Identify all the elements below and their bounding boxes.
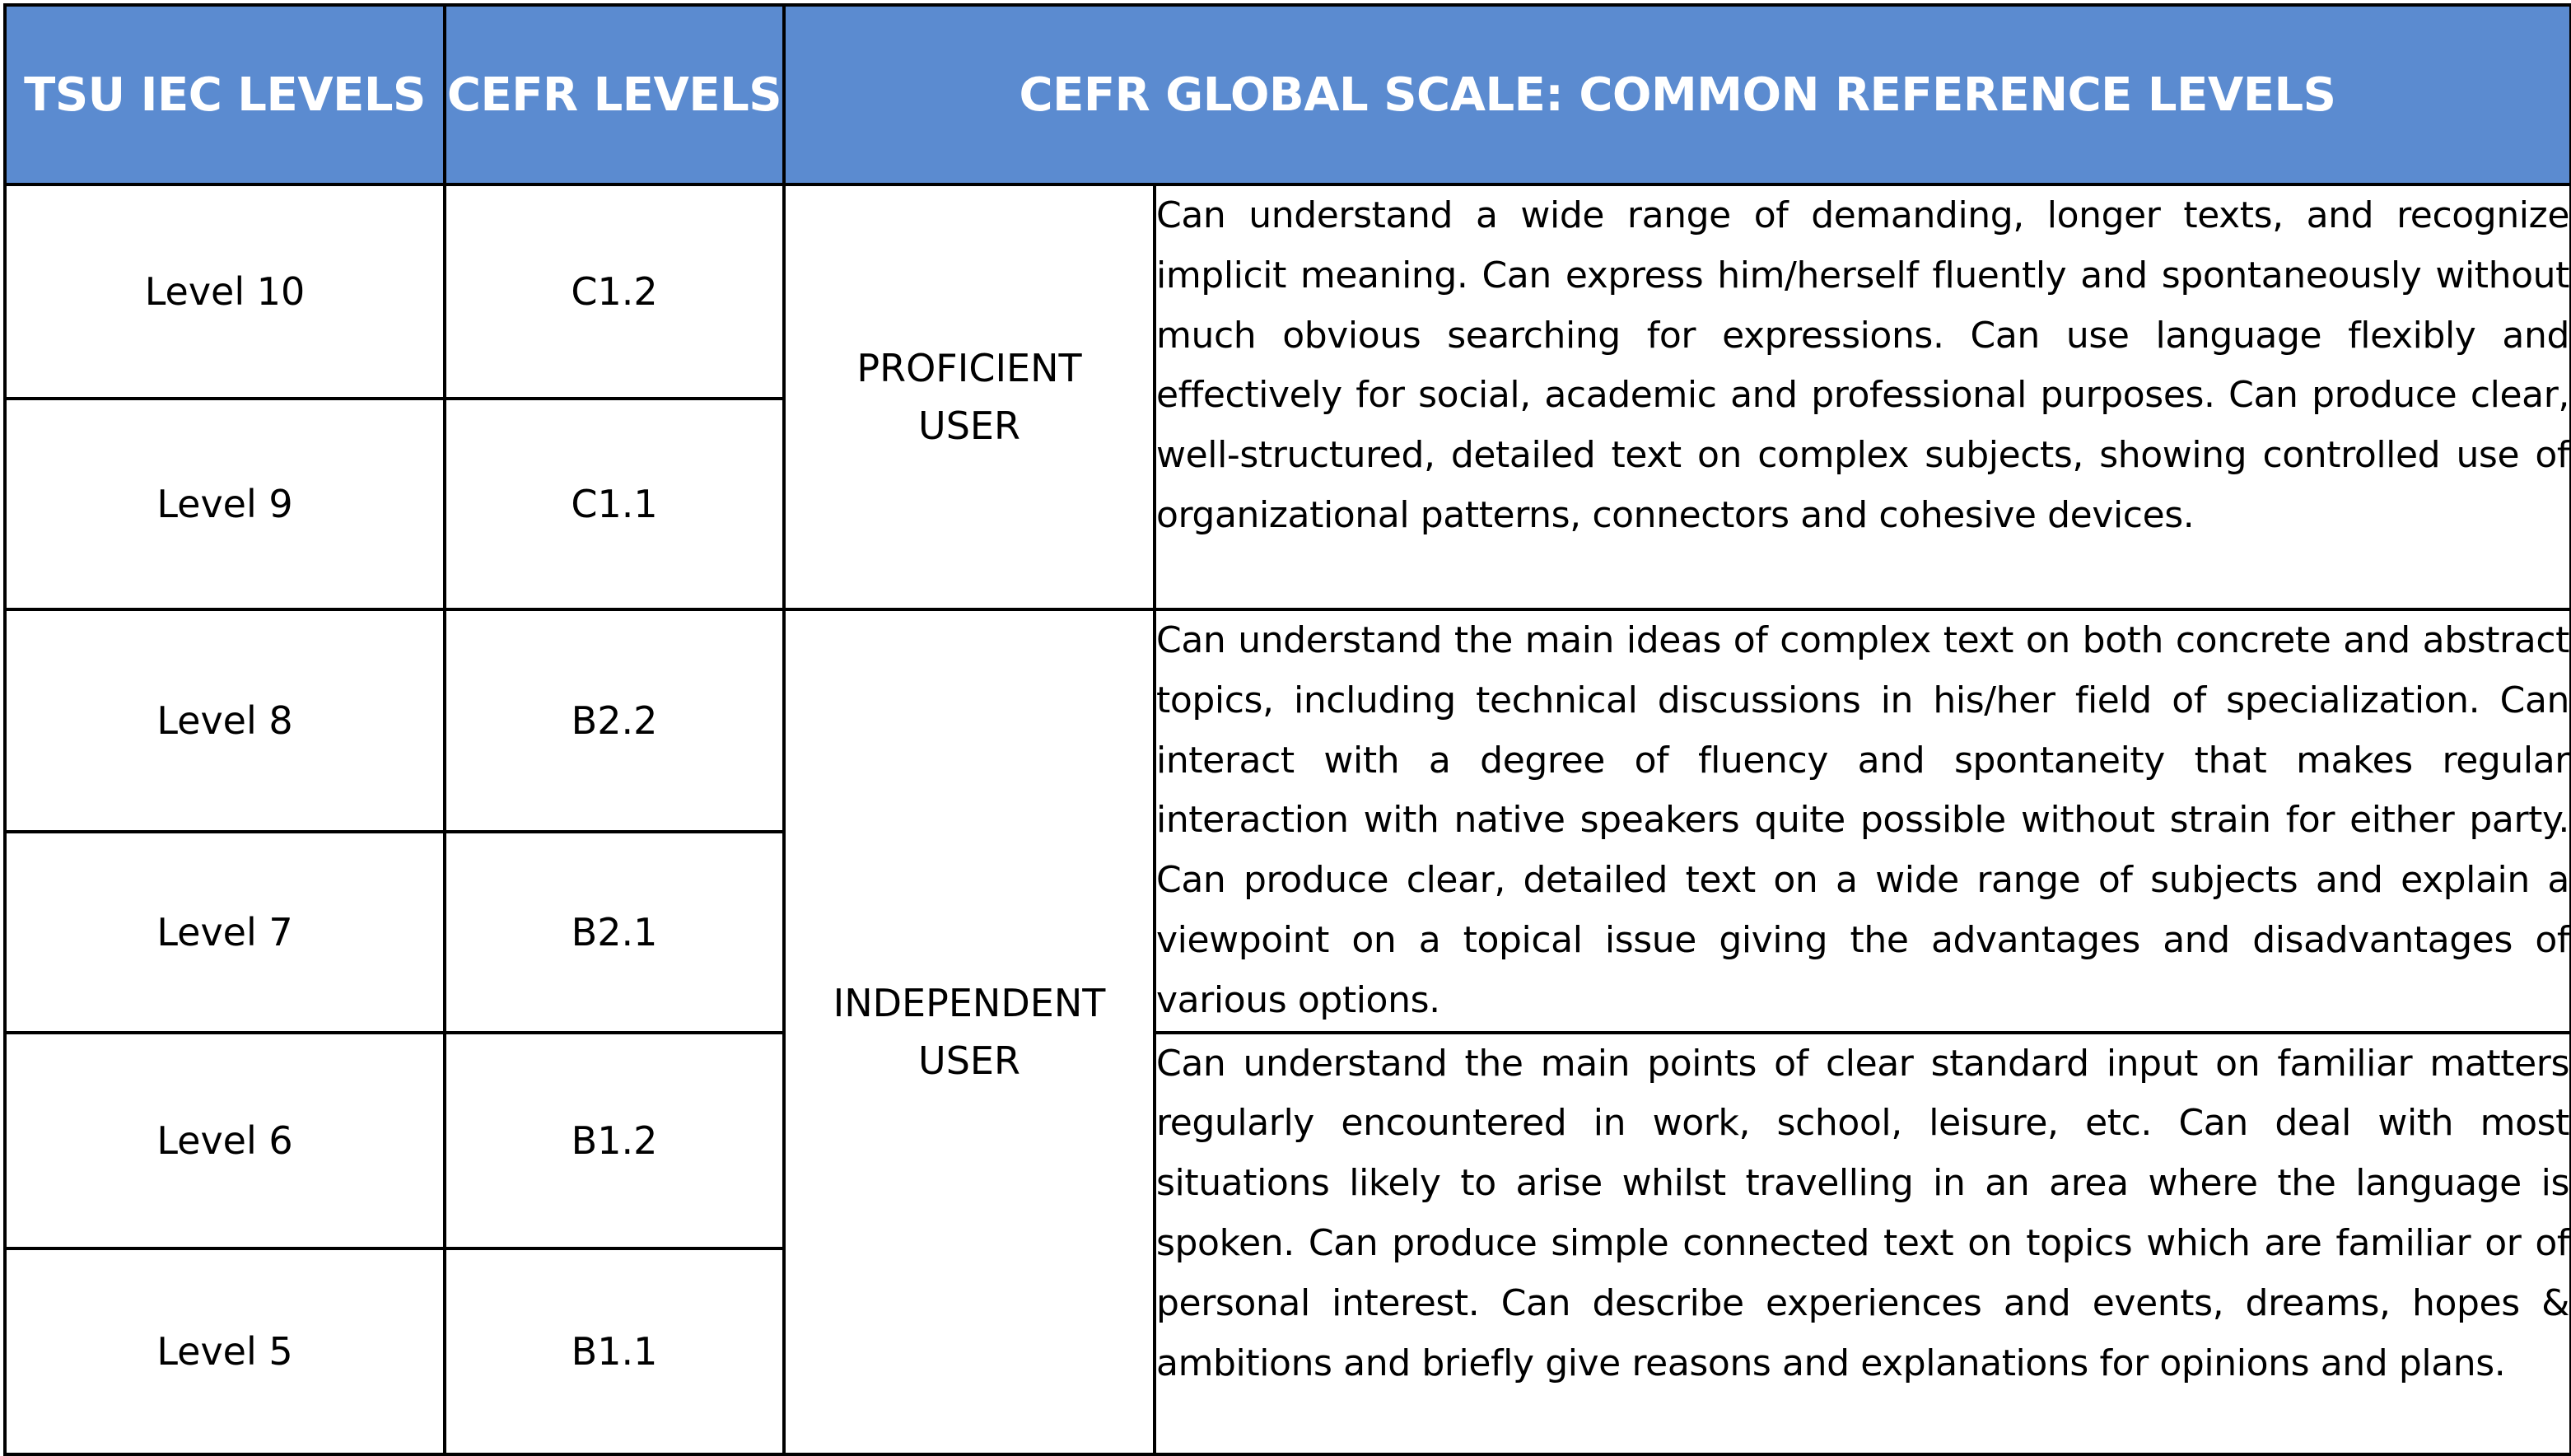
header-cefr-global-scale: CEFR GLOBAL SCALE: COMMON REFERENCE LEVE… bbox=[782, 3, 2571, 186]
cefr-level-cell: B2.2 bbox=[443, 608, 786, 833]
tsu-level-cell: Level 6 bbox=[3, 1030, 446, 1250]
cefr-levels-table: TSU IEC LEVELS CEFR LEVELS CEFR GLOBAL S… bbox=[3, 3, 2571, 1456]
cefr-level-cell: C1.1 bbox=[443, 397, 786, 611]
tsu-level-cell: Level 8 bbox=[3, 608, 446, 833]
table-row: Level 8 B2.2 INDEPENDENT USER Can unders… bbox=[3, 608, 2571, 1456]
user-category-independent: INDEPENDENT USER bbox=[782, 608, 1156, 1456]
table-row: Level 7 B2.1 bbox=[3, 829, 2571, 1034]
tsu-level-cell: Level 7 bbox=[3, 829, 446, 1034]
tsu-level-cell: Level 10 bbox=[3, 183, 446, 400]
description-c1: Can understand a wide range of demanding… bbox=[1153, 183, 2571, 611]
description-b2: Can understand the main ideas of complex… bbox=[1153, 608, 2571, 1034]
cefr-level-cell: B1.2 bbox=[443, 1030, 786, 1250]
header-row: TSU IEC LEVELS CEFR LEVELS CEFR GLOBAL S… bbox=[3, 3, 2571, 186]
user-category-proficient: PROFICIENT USER bbox=[782, 183, 1156, 611]
cefr-level-cell: C1.2 bbox=[443, 183, 786, 400]
tsu-level-cell: Level 5 bbox=[3, 1246, 446, 1456]
header-tsu-iec-levels: TSU IEC LEVELS bbox=[3, 3, 446, 186]
cefr-level-cell: B2.1 bbox=[443, 829, 786, 1034]
table-row: Level 6 B1.2 Can understand the main poi… bbox=[3, 1030, 2571, 1456]
table-row: Level 10 C1.2 PROFICIENT USER Can unders… bbox=[3, 183, 2571, 611]
cefr-level-cell: B1.1 bbox=[443, 1246, 786, 1456]
table-row: Level 5 B1.1 bbox=[3, 1246, 2571, 1456]
header-cefr-levels: CEFR LEVELS bbox=[443, 3, 786, 186]
user-category-label: INDEPENDENT USER bbox=[833, 980, 1106, 1083]
tsu-level-cell: Level 9 bbox=[3, 397, 446, 611]
user-category-label: PROFICIENT USER bbox=[856, 346, 1082, 448]
table-row: Level 9 C1.1 bbox=[3, 397, 2571, 611]
description-b1: Can understand the main points of clear … bbox=[1153, 1030, 2571, 1456]
